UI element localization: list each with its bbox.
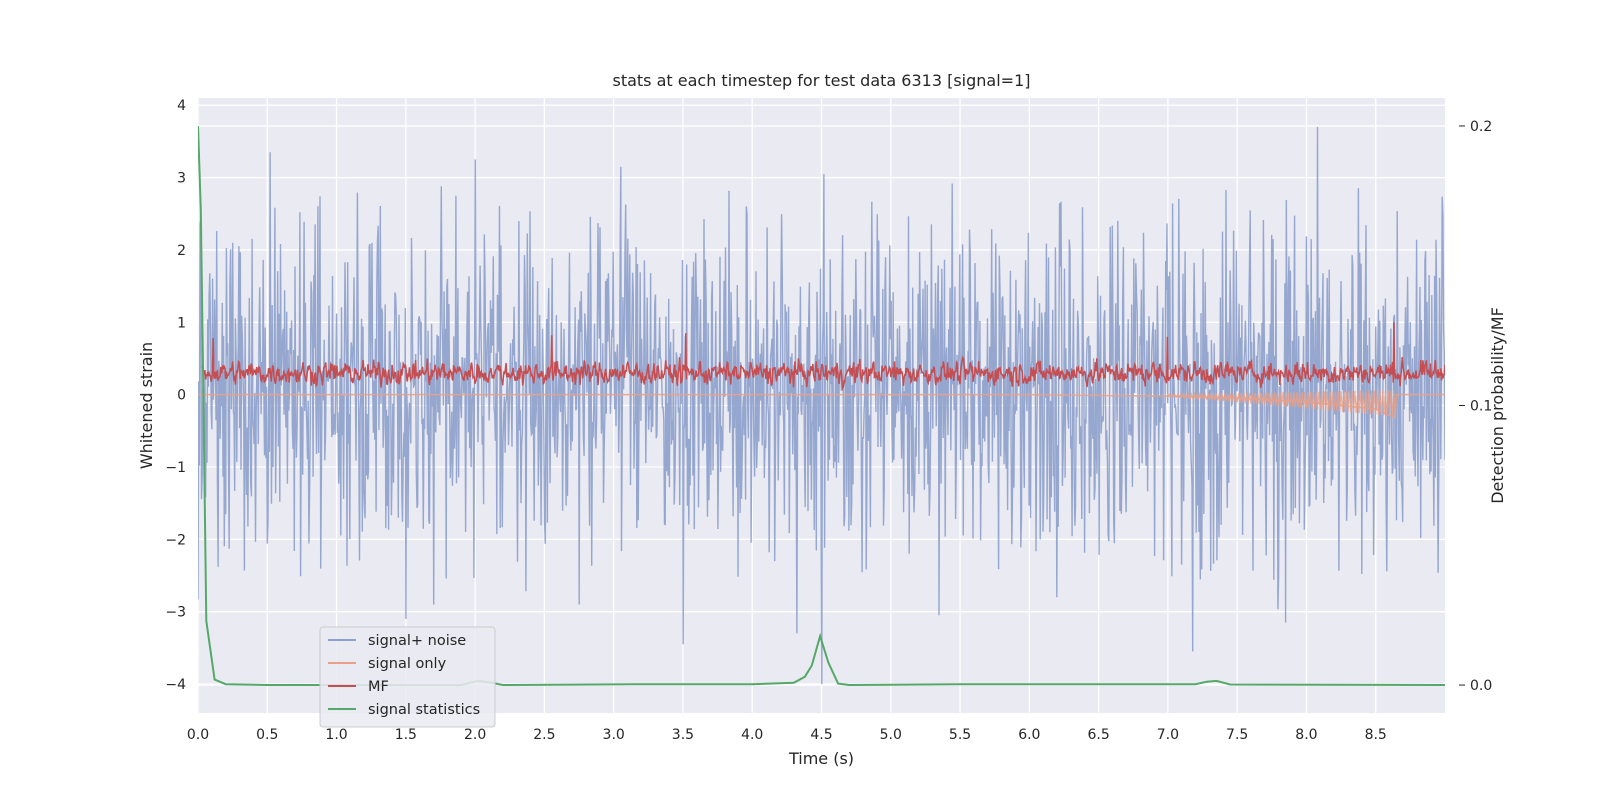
legend-box — [319, 626, 496, 728]
series-line-signal-only-chirp — [1167, 390, 1396, 417]
series-line-mf — [201, 322, 1445, 392]
series-layer — [198, 125, 1445, 687]
y-tick-label: 1 — [177, 315, 186, 331]
x-tick-label: 4.0 — [741, 727, 763, 743]
legend-label: signal statistics — [368, 702, 480, 718]
series-line-signal-noise — [198, 126, 1445, 685]
x-tick-label: 6.5 — [1087, 727, 1109, 743]
y-tick-label: −1 — [165, 460, 186, 476]
x-tick-label: 3.5 — [672, 727, 694, 743]
x-tick-label: 1.0 — [325, 727, 347, 743]
y2-tick-label: 0.2 — [1470, 119, 1492, 135]
x-tick-label: 1.5 — [395, 727, 417, 743]
x-tick-label: 8.0 — [1295, 727, 1317, 743]
x-tick-label: 6.0 — [1018, 727, 1040, 743]
y-axis-label: Whitened strain — [137, 342, 156, 469]
y-tick-label: 2 — [177, 243, 186, 259]
x-tick-label: 7.0 — [1157, 727, 1179, 743]
y2-tick-label: 0.0 — [1470, 678, 1492, 694]
legend-label: signal only — [368, 656, 447, 672]
y-tick-label: 3 — [177, 171, 186, 187]
y-tick-label: 0 — [177, 388, 186, 404]
x-tick-label: 4.5 — [810, 727, 832, 743]
x-tick-label: 5.5 — [949, 727, 971, 743]
series-line-signal-statistics — [198, 125, 1445, 687]
x-tick-label: 8.5 — [1365, 727, 1387, 743]
x-tick-label: 3.0 — [603, 727, 625, 743]
chart-title: stats at each timestep for test data 631… — [612, 71, 1030, 90]
legend-label: signal+ noise — [368, 633, 466, 649]
y-tick-label: −4 — [165, 677, 186, 693]
y-tick-label: 4 — [177, 98, 186, 114]
y-tick-label: −3 — [165, 605, 186, 621]
x-tick-label: 0.5 — [256, 727, 278, 743]
y-axis-left: −4 −3 −2 −1 0 1 2 3 4 — [165, 98, 186, 693]
x-tick-label: 0.0 — [187, 727, 209, 743]
x-tick-label: 2.0 — [464, 727, 486, 743]
y2-tick-label: 0.1 — [1470, 399, 1492, 415]
x-tick-label: 7.5 — [1226, 727, 1248, 743]
legend: signal+ noise signal only MF signal statist… — [319, 626, 496, 728]
y-axis-right: 0.0 0.1 0.2 — [1459, 119, 1492, 694]
y2-axis-label: Detection probability/MF — [1488, 307, 1507, 504]
x-tick-label: 2.5 — [533, 727, 555, 743]
y-tick-label: −2 — [165, 532, 186, 548]
x-axis-label: Time (s) — [788, 749, 854, 768]
x-tick-label: 5.0 — [880, 727, 902, 743]
x-axis: 0.0 0.5 1.0 1.5 2.0 2.5 3.0 3.5 4.0 4.5 5.0 5.5 6.0 6… — [187, 727, 1387, 743]
legend-label: MF — [368, 679, 389, 695]
